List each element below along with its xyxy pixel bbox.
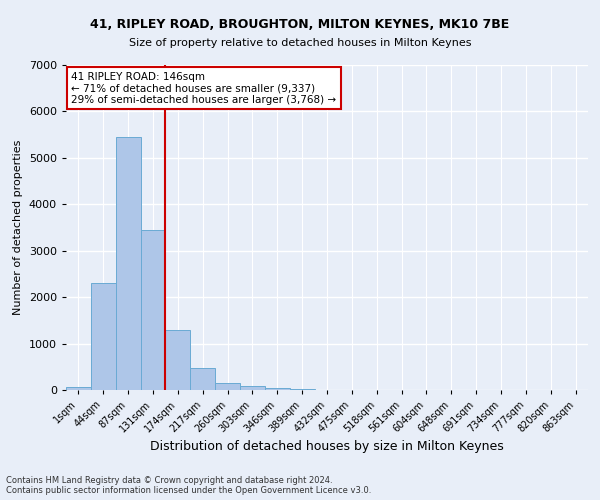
Bar — [91, 283, 116, 390]
Bar — [240, 386, 265, 390]
Bar — [66, 386, 91, 390]
Bar — [140, 230, 166, 390]
Bar — [290, 388, 314, 390]
Text: Contains public sector information licensed under the Open Government Licence v3: Contains public sector information licen… — [6, 486, 371, 495]
Text: Size of property relative to detached houses in Milton Keynes: Size of property relative to detached ho… — [129, 38, 471, 48]
Bar — [166, 330, 190, 390]
Text: 41, RIPLEY ROAD, BROUGHTON, MILTON KEYNES, MK10 7BE: 41, RIPLEY ROAD, BROUGHTON, MILTON KEYNE… — [91, 18, 509, 30]
Bar — [116, 137, 140, 390]
Y-axis label: Number of detached properties: Number of detached properties — [13, 140, 23, 315]
Bar — [265, 388, 290, 390]
Bar — [215, 382, 240, 390]
X-axis label: Distribution of detached houses by size in Milton Keynes: Distribution of detached houses by size … — [150, 440, 504, 452]
Bar — [190, 368, 215, 390]
Text: 41 RIPLEY ROAD: 146sqm
← 71% of detached houses are smaller (9,337)
29% of semi-: 41 RIPLEY ROAD: 146sqm ← 71% of detached… — [71, 72, 337, 104]
Text: Contains HM Land Registry data © Crown copyright and database right 2024.: Contains HM Land Registry data © Crown c… — [6, 476, 332, 485]
